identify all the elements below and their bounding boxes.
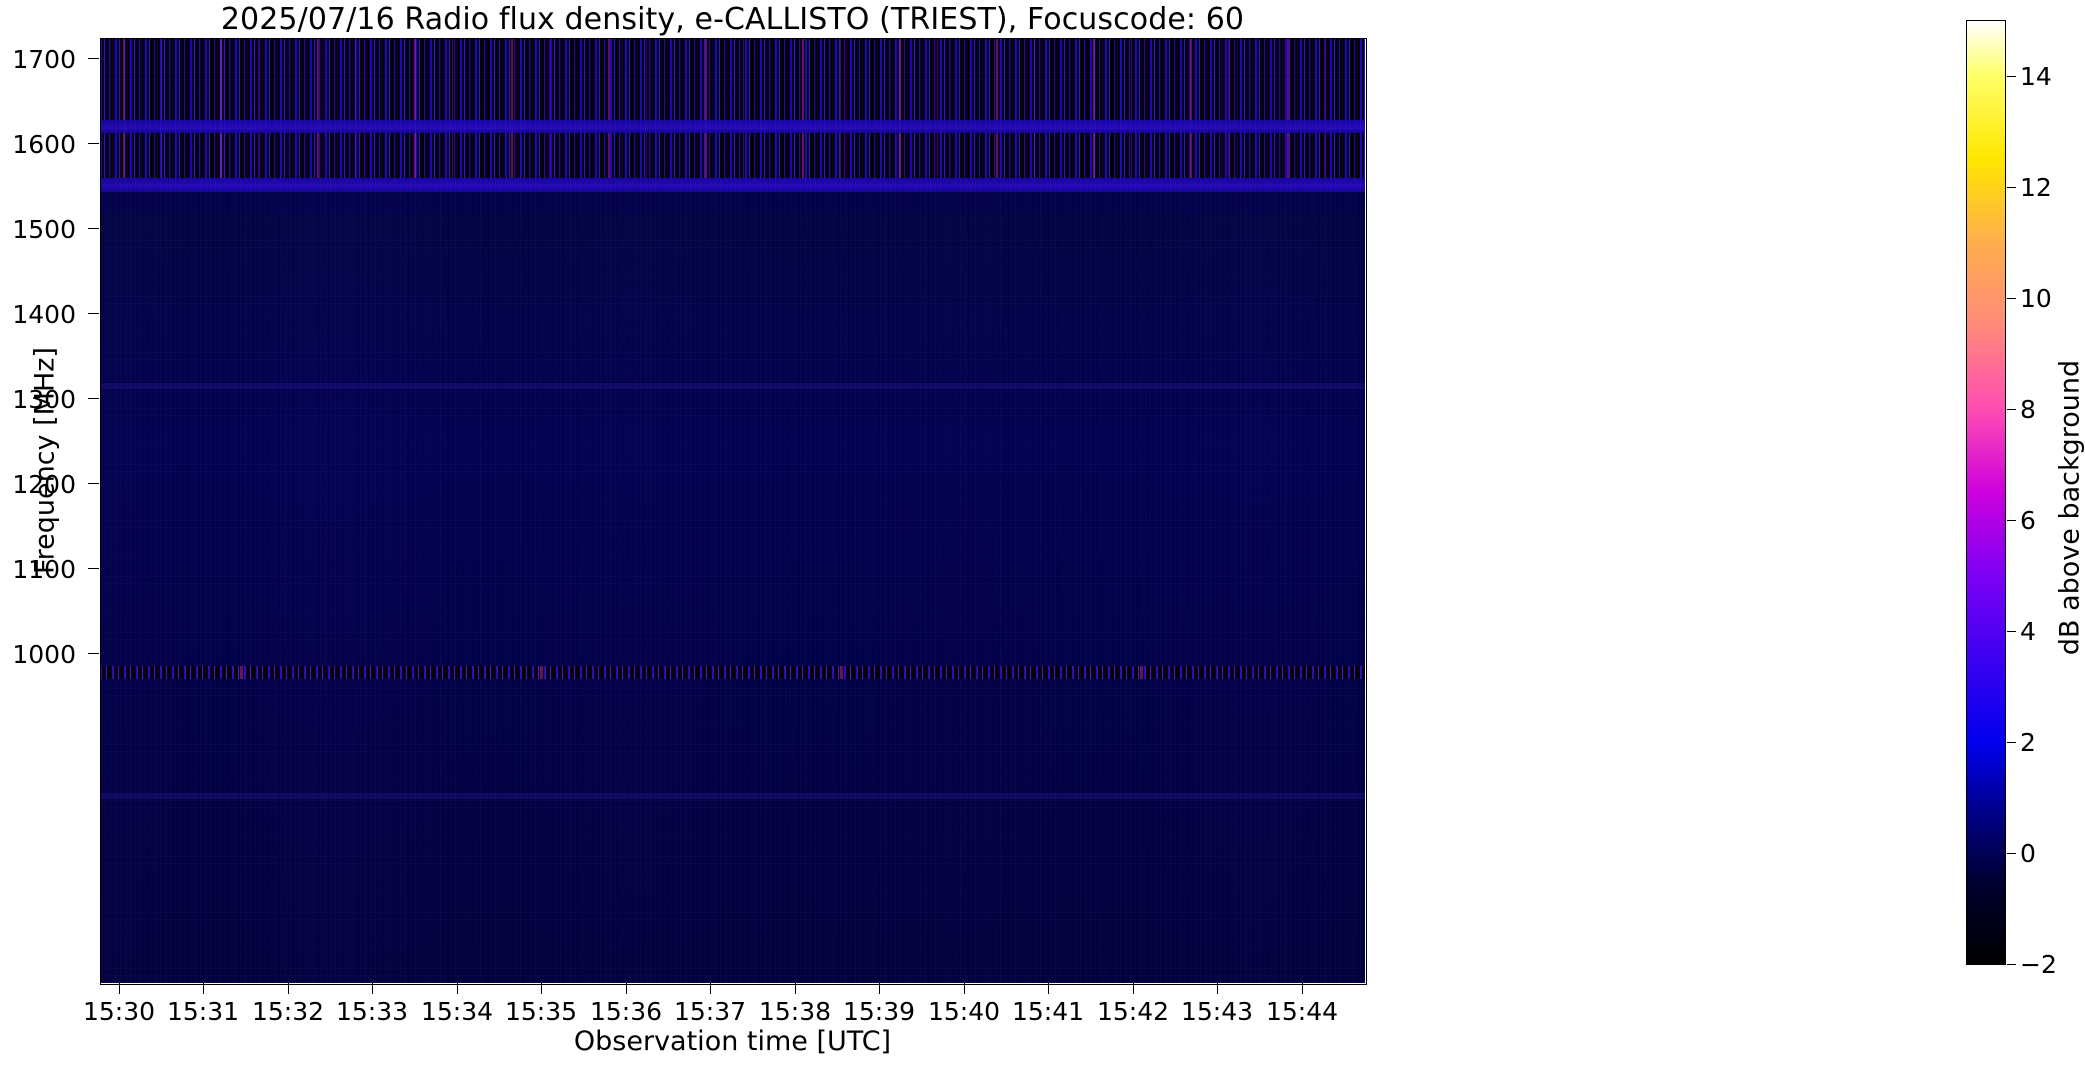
- rfi-line-speckle: [100, 666, 1365, 679]
- colorbar-tick-mark: [2007, 520, 2016, 521]
- colorbar-tick-label: 2: [2020, 728, 2036, 757]
- x-tick-mark: [541, 983, 542, 994]
- colorbar-label: dB above background: [2054, 359, 2085, 656]
- colorbar-tick-mark: [2007, 964, 2016, 965]
- x-tick-label: 15:41: [1011, 997, 1085, 1026]
- y-axis-label: Frequency [MHz]: [29, 347, 61, 574]
- x-tick-mark: [457, 983, 458, 994]
- x-tick-label: 15:44: [1265, 997, 1339, 1026]
- x-tick-label: 15:30: [82, 997, 156, 1026]
- y-tick-label: 1200: [12, 470, 76, 499]
- colorbar-tick-label: 12: [2020, 173, 2052, 202]
- x-tick-mark: [1048, 983, 1049, 994]
- y-tick-mark: [88, 398, 99, 399]
- y-tick-label: 1500: [12, 215, 76, 244]
- x-tick-label: 15:43: [1180, 997, 1254, 1026]
- colorbar[interactable]: [1966, 20, 2006, 965]
- x-axis-label: Observation time [UTC]: [573, 1026, 892, 1057]
- x-tick-mark: [203, 983, 204, 994]
- colorbar-tick-mark: [2007, 187, 2016, 188]
- y-tick-label: 1000: [12, 640, 76, 669]
- colorbar-gradient: [1967, 21, 2005, 964]
- spectrogram-image[interactable]: [100, 38, 1365, 983]
- x-tick-label: 15:36: [589, 997, 663, 1026]
- y-tick-mark: [88, 313, 99, 314]
- colorbar-tick-label: 4: [2020, 617, 2036, 646]
- x-tick-mark: [626, 983, 627, 994]
- x-tick-mark: [1302, 983, 1303, 994]
- brightness-drift-texture: [100, 38, 1365, 983]
- x-tick-label: 15:33: [335, 997, 409, 1026]
- y-tick-label: 1700: [12, 45, 76, 74]
- y-tick-mark: [88, 653, 99, 654]
- y-tick-label: 1600: [12, 130, 76, 159]
- channel-ripple-texture: [100, 38, 1365, 983]
- x-tick-label: 15:34: [420, 997, 494, 1026]
- ripple-1450mhz: [100, 383, 1365, 389]
- x-tick-mark: [288, 983, 289, 994]
- ripple-1100mhz: [100, 793, 1365, 799]
- rfi-band-1600-1740mhz: [100, 38, 1365, 178]
- colorbar-tick-mark: [2007, 409, 2016, 410]
- x-tick-mark: [964, 983, 965, 994]
- rfi-line-hotspots: [100, 666, 1365, 679]
- colorbar-tick-label: −2: [2020, 950, 2057, 979]
- y-tick-label: 1400: [12, 300, 76, 329]
- x-tick-mark: [372, 983, 373, 994]
- rfi-band-quiet-gap: [100, 120, 1365, 133]
- colorbar-tick-mark: [2007, 76, 2016, 77]
- colorbar-tick-mark: [2007, 298, 2016, 299]
- y-tick-mark: [88, 58, 99, 59]
- x-tick-mark: [1217, 983, 1218, 994]
- colorbar-tick-mark: [2007, 631, 2016, 632]
- narrowband-rfi-line-980mhz: [100, 666, 1365, 679]
- time-noise-texture: [100, 38, 1365, 983]
- colorbar-tick-mark: [2007, 742, 2016, 743]
- x-tick-mark: [710, 983, 711, 994]
- quiet-gap-1590mhz: [100, 178, 1365, 192]
- colorbar-tick-label: 10: [2020, 284, 2052, 313]
- rfi-band-hotspots: [100, 38, 1365, 178]
- colorbar-tick-label: 14: [2020, 62, 2052, 91]
- rfi-band-speckle: [100, 38, 1365, 178]
- colorbar-tick-label: 6: [2020, 506, 2036, 535]
- y-tick-mark: [88, 228, 99, 229]
- colorbar-tick-mark: [2007, 853, 2016, 854]
- x-tick-label: 15:31: [166, 997, 240, 1026]
- x-tick-mark: [879, 983, 880, 994]
- y-tick-mark: [88, 143, 99, 144]
- x-tick-label: 15:38: [758, 997, 832, 1026]
- x-tick-label: 15:37: [673, 997, 747, 1026]
- x-tick-mark: [1133, 983, 1134, 994]
- x-tick-label: 15:40: [927, 997, 1001, 1026]
- y-tick-mark: [88, 568, 99, 569]
- y-tick-label: 1100: [12, 555, 76, 584]
- x-tick-label: 15:35: [504, 997, 578, 1026]
- y-tick-label: 1300: [12, 385, 76, 414]
- colorbar-tick-label: 8: [2020, 395, 2036, 424]
- x-tick-label: 15:39: [842, 997, 916, 1026]
- quiet-background-region: [100, 213, 1365, 983]
- colorbar-tick-label: 0: [2020, 839, 2036, 868]
- x-tick-label: 15:32: [251, 997, 325, 1026]
- y-tick-mark: [88, 483, 99, 484]
- x-tick-label: 15:42: [1096, 997, 1170, 1026]
- chart-title: 2025/07/16 Radio flux density, e-CALLIST…: [220, 2, 1245, 37]
- x-tick-mark: [119, 983, 120, 994]
- x-tick-mark: [795, 983, 796, 994]
